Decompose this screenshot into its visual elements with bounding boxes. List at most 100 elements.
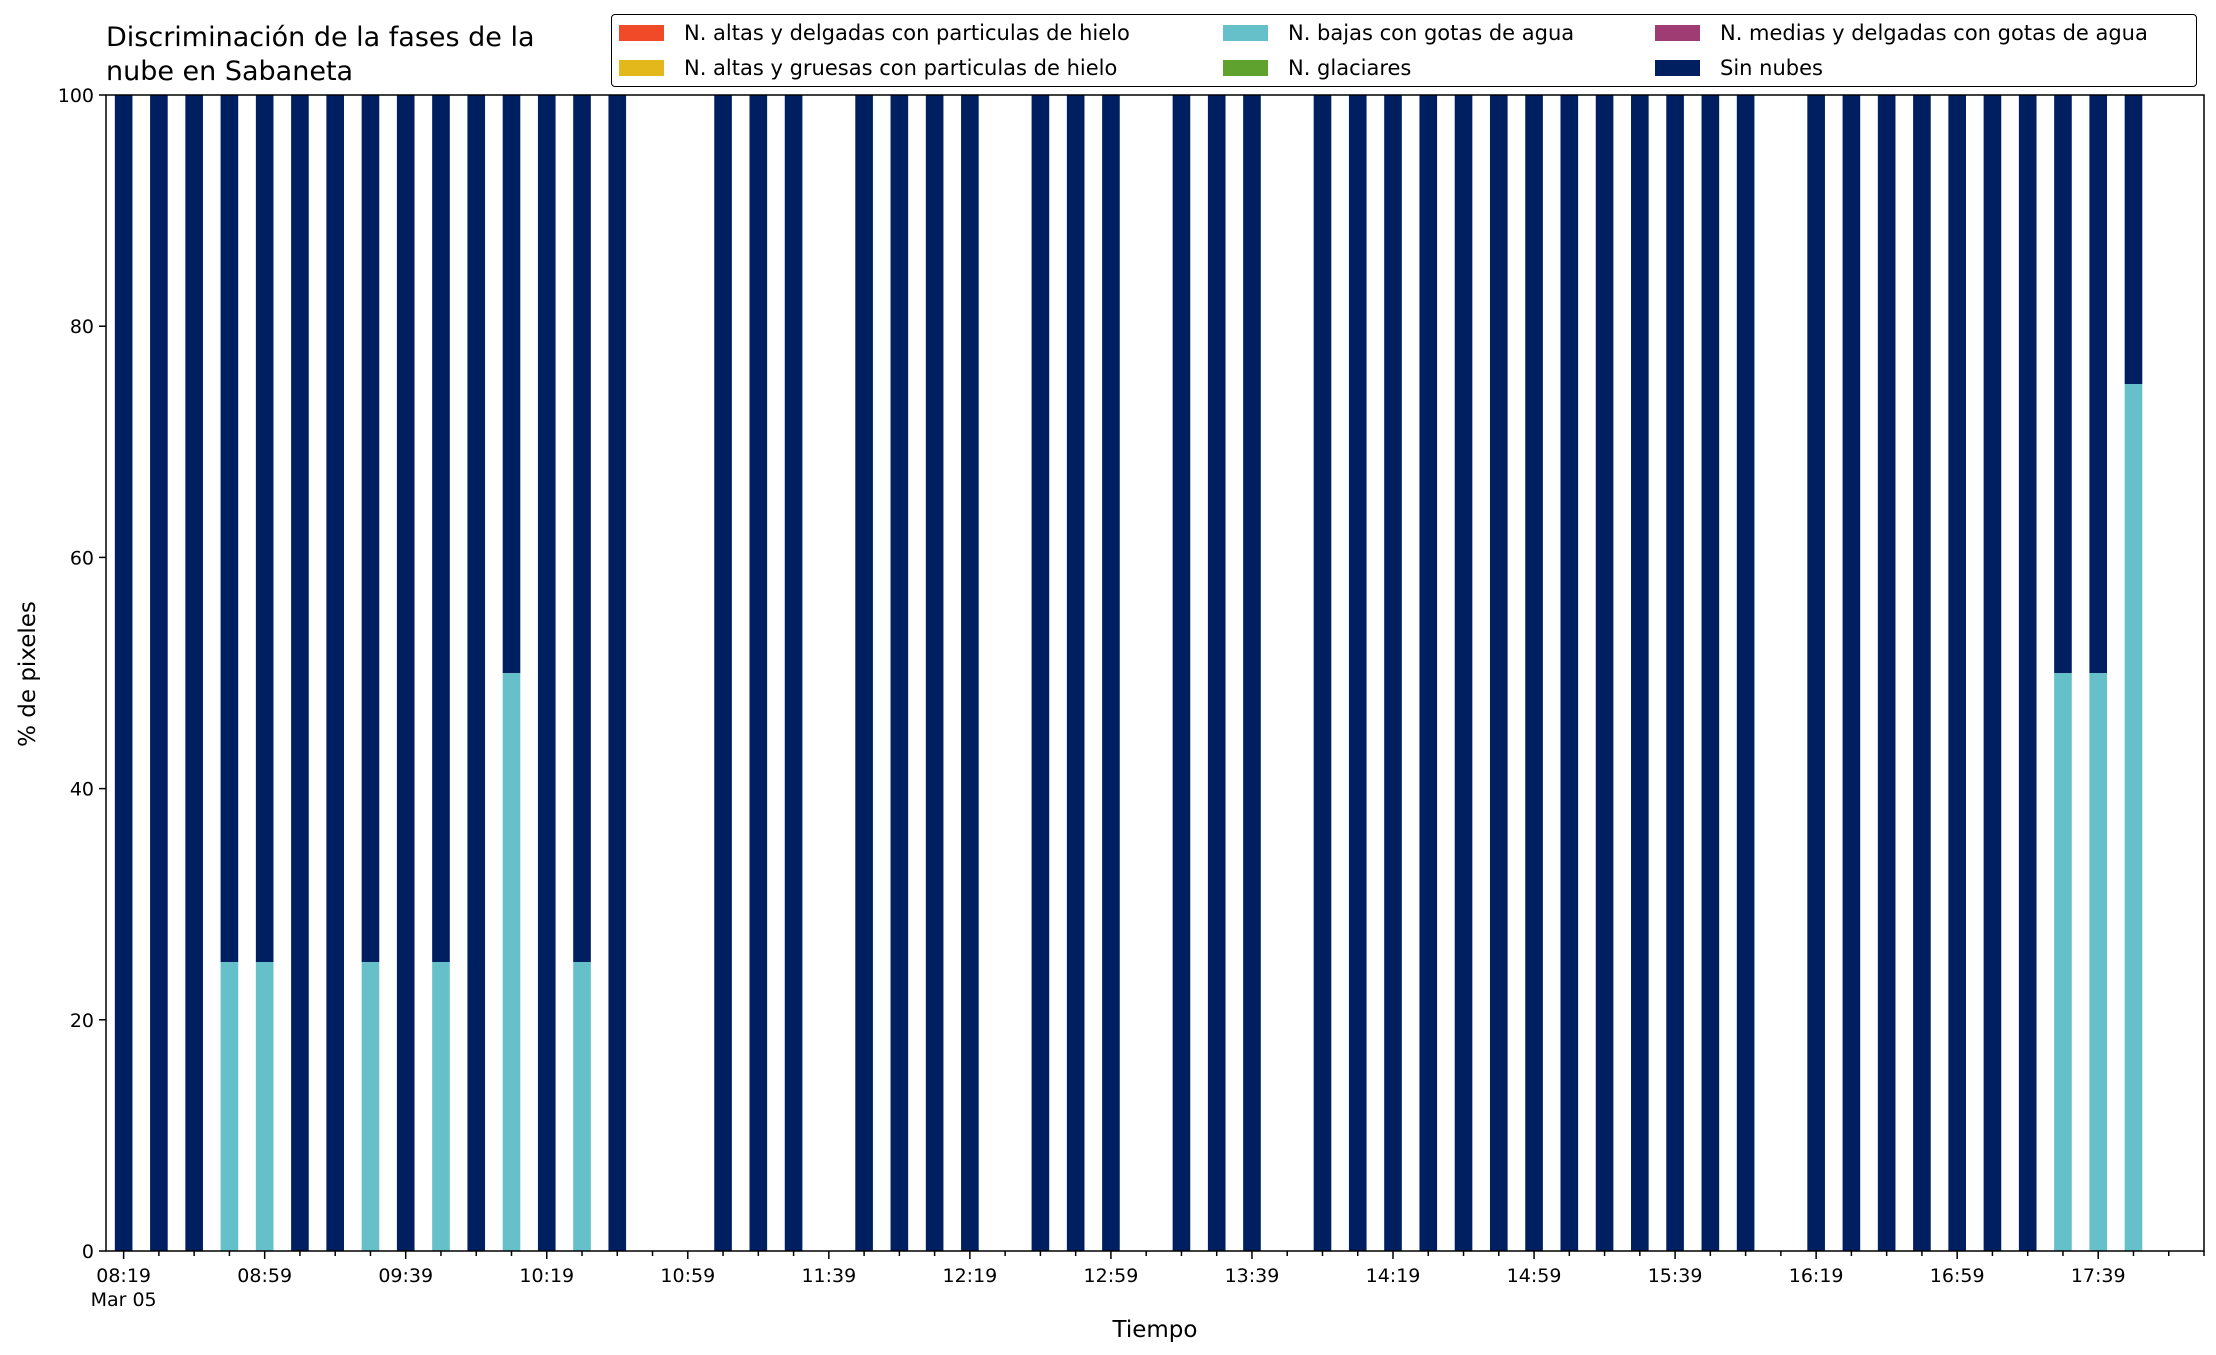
bar-segment-5-8 [396,95,415,1251]
x-tick-label: 16:59 [1930,1265,1985,1287]
bar-segment-5-7 [361,95,380,962]
legend-swatch [1655,25,1700,41]
x-tick-sublabel: Mar 05 [91,1289,157,1311]
legend-label: N. glaciares [1288,56,1412,80]
bar-segment-2-7 [361,962,380,1251]
x-tick-label: 14:19 [1366,1265,1421,1287]
bar-segment-2-9 [432,962,450,1251]
bar-segment-5-9 [432,95,450,962]
legend-label: Sin nubes [1720,56,1823,80]
y-tick-label: 40 [70,779,94,801]
bar-segment-5-34 [1313,95,1332,1251]
bar-segment-5-12 [537,95,556,1251]
bar-segment-5-37 [1419,95,1438,1251]
bar-segment-5-45 [1701,95,1720,1251]
x-tick-label: 10:59 [660,1265,715,1287]
bar-segment-5-57 [2124,95,2143,384]
bar-segment-5-10 [467,95,486,1251]
bar-segment-5-39 [1489,95,1508,1251]
bar-segment-5-31 [1207,95,1226,1251]
y-tick-label: 60 [70,547,94,569]
x-tick-label: 08:59 [237,1265,292,1287]
bar-segment-2-13 [573,962,591,1251]
legend: N. altas y delgadas con particulas de hi… [611,14,2197,87]
bar-segment-5-30 [1172,95,1191,1251]
x-axis-label: Tiempo [1112,1317,1198,1343]
bar-segment-5-4 [255,95,274,962]
legend-label: N. altas y delgadas con particulas de hi… [684,21,1130,45]
bar-segment-5-32 [1243,95,1261,1251]
y-tick-label: 0 [82,1241,94,1263]
bar-segment-5-5 [291,95,309,1251]
bar-segment-5-38 [1454,95,1473,1251]
x-tick-label: 17:39 [2071,1265,2126,1287]
legend-item-medias: N. medias y delgadas con gotas de agua [1655,21,2148,45]
bar-segment-2-3 [220,962,239,1251]
bar-segment-5-1 [150,95,168,1251]
bar-segment-5-21 [855,95,873,1251]
legend-item-sin-nubes: Sin nubes [1655,56,1823,80]
plot-frame [105,94,2205,1252]
bar-segment-5-0 [114,95,133,1251]
bar-segment-5-55 [2054,95,2072,673]
bar-segment-2-11 [502,673,521,1251]
x-tick-label: 13:39 [1225,1265,1280,1287]
legend-swatch [619,60,664,76]
bars-group [114,95,2143,1251]
legend-item-altas-gruesas: N. altas y gruesas con particulas de hie… [619,56,1117,80]
legend-label: N. altas y gruesas con particulas de hie… [684,56,1118,80]
chart-title-line-1: Discriminación de la fases de la [106,22,535,53]
y-tick-label: 100 [58,85,94,107]
legend-label: N. medias y delgadas con gotas de agua [1720,21,2148,45]
bar-segment-5-53 [1983,95,2002,1251]
bar-segment-2-55 [2054,673,2072,1251]
legend-label: N. bajas con gotas de agua [1288,21,1575,45]
bar-segment-5-11 [502,95,521,673]
bar-segment-5-51 [1913,95,1931,1251]
bar-segment-2-4 [255,962,274,1251]
bar-segment-5-42 [1595,95,1614,1251]
legend-swatch [1223,60,1268,76]
bar-segment-5-49 [1842,95,1861,1251]
bar-segment-5-26 [1031,95,1050,1251]
bar-segment-5-36 [1384,95,1402,1251]
bar-segment-5-19 [784,95,803,1251]
y-tick-label: 80 [70,316,94,338]
bar-segment-5-17 [714,95,732,1251]
bar-segment-5-44 [1666,95,1684,1251]
x-tick-label: 12:59 [1084,1265,1139,1287]
bar-segment-5-54 [2018,95,2037,1251]
x-tick-label: 10:19 [519,1265,574,1287]
bar-segment-5-52 [1948,95,1966,1251]
x-tick-label: 14:59 [1507,1265,1562,1287]
x-tick-label: 16:19 [1789,1265,1844,1287]
bar-segment-5-6 [326,95,345,1251]
bar-segment-5-56 [2089,95,2108,673]
bar-segment-5-23 [925,95,944,1251]
legend-item-bajas: N. bajas con gotas de agua [1223,21,1574,45]
bar-segment-5-24 [961,95,979,1251]
legend-swatch [619,25,664,41]
bar-segment-5-40 [1525,95,1543,1251]
y-axis-label: % de pixeles [15,601,41,747]
legend-swatch [1655,60,1700,76]
bar-segment-5-2 [185,95,203,1251]
bar-segment-5-22 [890,95,909,1251]
bar-segment-5-3 [220,95,239,962]
legend-swatch [1223,25,1268,41]
bar-segment-5-50 [1877,95,1896,1251]
bar-segment-5-28 [1102,95,1120,1251]
legend-item-altas-delgadas: N. altas y delgadas con particulas de hi… [619,21,1130,45]
y-tick-label: 20 [70,1010,94,1032]
chart-title-line-2: nube en Sabaneta [106,56,354,87]
bar-segment-5-43 [1631,95,1649,1251]
bar-segment-2-57 [2124,384,2143,1251]
bar-segment-5-35 [1348,95,1367,1251]
bar-segment-5-41 [1560,95,1579,1251]
x-axis: 08:19 08:59 09:39 10:19 10:59 11:39 12:19 12:59… [91,1251,2205,1311]
bar-segment-5-13 [573,95,591,962]
x-tick-label: 12:19 [942,1265,997,1287]
bar-segment-5-27 [1066,95,1085,1251]
x-tick-label: 09:39 [378,1265,433,1287]
